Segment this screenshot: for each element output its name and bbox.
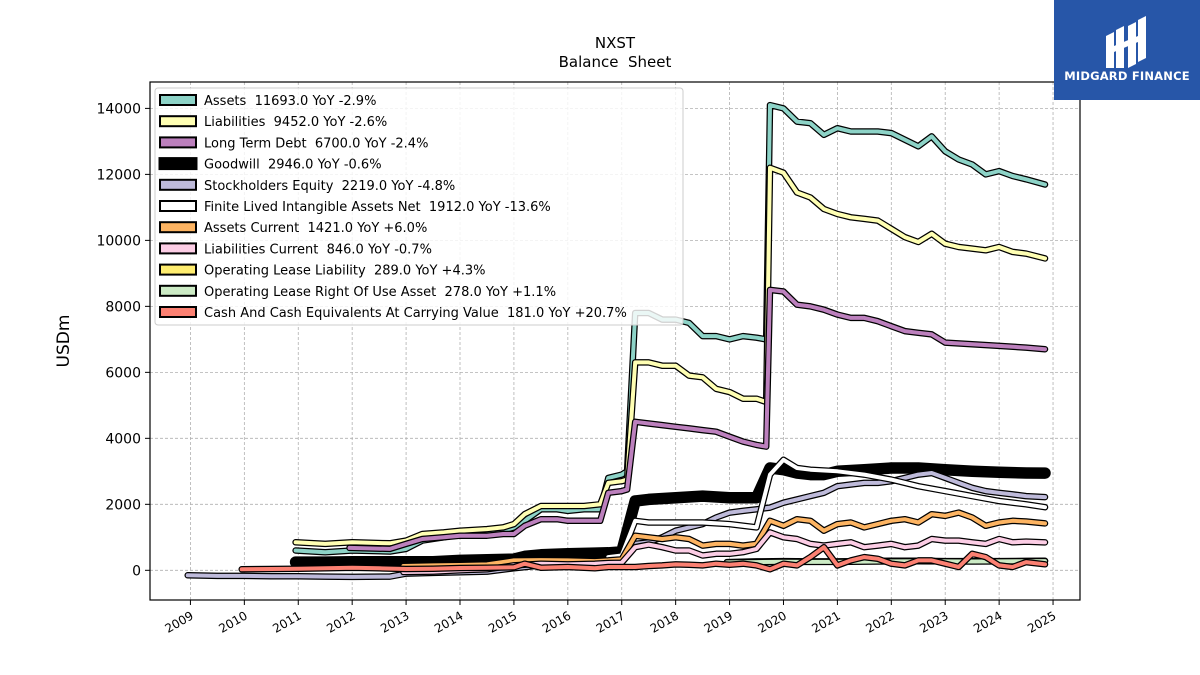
x-tick-label: 2015: [486, 608, 519, 635]
series-group: [184, 101, 1051, 581]
legend-label-liabilities-current: Liabilities Current 846.0 YoY -0.7%: [204, 242, 432, 257]
x-axis: 2009 2010 2011 2012 2013 2014 2015 2016 2017 2018…: [162, 600, 1059, 636]
series-line-liabilities-current: [401, 530, 1047, 574]
legend-label-goodwill: Goodwill 2946.0 YoY -0.6%: [204, 158, 382, 173]
legend-swatch-assets: [159, 94, 197, 106]
legend-swatch-liabilities: [159, 115, 197, 128]
series-line-finite-lived-intangible-assets-net: [606, 457, 1047, 560]
legend-label-assets-current: Assets Current 1421.0 YoY +6.0%: [204, 221, 427, 236]
logo-text: MIDGARD FINANCE: [1064, 69, 1190, 83]
x-tick-label: 2010: [216, 608, 249, 635]
y-tick-label: 4000: [105, 431, 141, 447]
legend-swatch-operating-lease-right-of-use-asset: [159, 284, 197, 297]
legend-swatch-finite-lived-intangible-assets-net: [159, 200, 197, 212]
legend-label-cash-and-cash-equivalents-at-carrying-value: Cash And Cash Equivalents At Carrying Va…: [204, 306, 627, 321]
legend-swatch-stockholders-equity: [159, 178, 197, 191]
x-tick-label: 2020: [756, 608, 789, 635]
x-tick-label: 2017: [594, 608, 627, 635]
chart-title: NXST: [595, 34, 636, 52]
x-tick-label: 2012: [324, 608, 357, 635]
x-tick-label: 2013: [378, 608, 411, 635]
plot-frame: [149, 81, 1081, 601]
y-tick-label: 12000: [96, 167, 141, 183]
x-tick-label: 2018: [648, 608, 681, 635]
y-axis-label: USDm: [54, 315, 74, 368]
legend-label-operating-lease-right-of-use-asset: Operating Lease Right Of Use Asset 278.0…: [204, 285, 556, 300]
x-tick-label: 2021: [809, 608, 842, 635]
y-tick-label: 14000: [96, 101, 141, 117]
legend-swatch-goodwill: [158, 157, 198, 171]
series-line-cash-and-cash-equivalents-at-carrying-value: [239, 545, 1047, 572]
legend-label-long-term-debt: Long Term Debt 6700.0 YoY -2.4%: [204, 136, 428, 151]
legend-label-stockholders-equity: Stockholders Equity 2219.0 YoY -4.8%: [204, 179, 455, 194]
legend-label-operating-lease-liability: Operating Lease Liability 289.0 YoY +4.3…: [204, 264, 485, 279]
x-tick-label: 2014: [432, 608, 465, 635]
x-tick-label: 2023: [917, 608, 950, 635]
legend-swatch-long-term-debt: [159, 136, 197, 149]
legend-label-assets: Assets 11693.0 YoY -2.9%: [204, 94, 376, 109]
y-tick-label: 0: [132, 563, 141, 579]
x-tick-label: 2011: [270, 608, 303, 635]
x-tick-label: 2019: [702, 608, 735, 635]
series-line-goodwill: [291, 463, 1050, 567]
legend: Assets 11693.0 YoY -2.9% Liabilities 9452…: [154, 87, 684, 326]
x-tick-label: 2009: [162, 608, 195, 635]
series-line-assets: [293, 103, 1047, 555]
legend-label-finite-lived-intangible-assets-net: Finite Lived Intangible Assets Net 1912.…: [204, 200, 551, 215]
x-tick-label: 2025: [1025, 608, 1058, 635]
y-tick-label: 6000: [105, 365, 141, 381]
legend-swatch-assets-current: [159, 221, 197, 234]
series-line-long-term-debt: [347, 287, 1047, 551]
legend-label-liabilities: Liabilities 9452.0 YoY -2.6%: [204, 115, 387, 130]
y-tick-label: 10000: [96, 233, 141, 249]
legend-swatch-operating-lease-liability: [159, 263, 197, 276]
x-tick-label: 2022: [863, 608, 896, 635]
x-tick-label: 2016: [540, 608, 573, 635]
legend-swatch-liabilities-current: [159, 242, 197, 255]
y-tick-label: 8000: [105, 299, 141, 315]
logo-mark-icon: [1106, 16, 1146, 68]
chart-subtitle: Balance Sheet: [559, 53, 672, 71]
legend-swatch-cash-and-cash-equivalents-at-carrying-value: [159, 306, 197, 318]
x-tick-label: 2024: [971, 608, 1004, 635]
midgard-finance-logo: MIDGARD FINANCE: [1054, 0, 1200, 100]
y-tick-label: 2000: [105, 497, 141, 513]
series-line-liabilities: [293, 165, 1047, 546]
y-axis: 0 2000 4000 6000 8000 10000 12000 14000: [96, 101, 150, 579]
legend-box: [154, 87, 684, 326]
